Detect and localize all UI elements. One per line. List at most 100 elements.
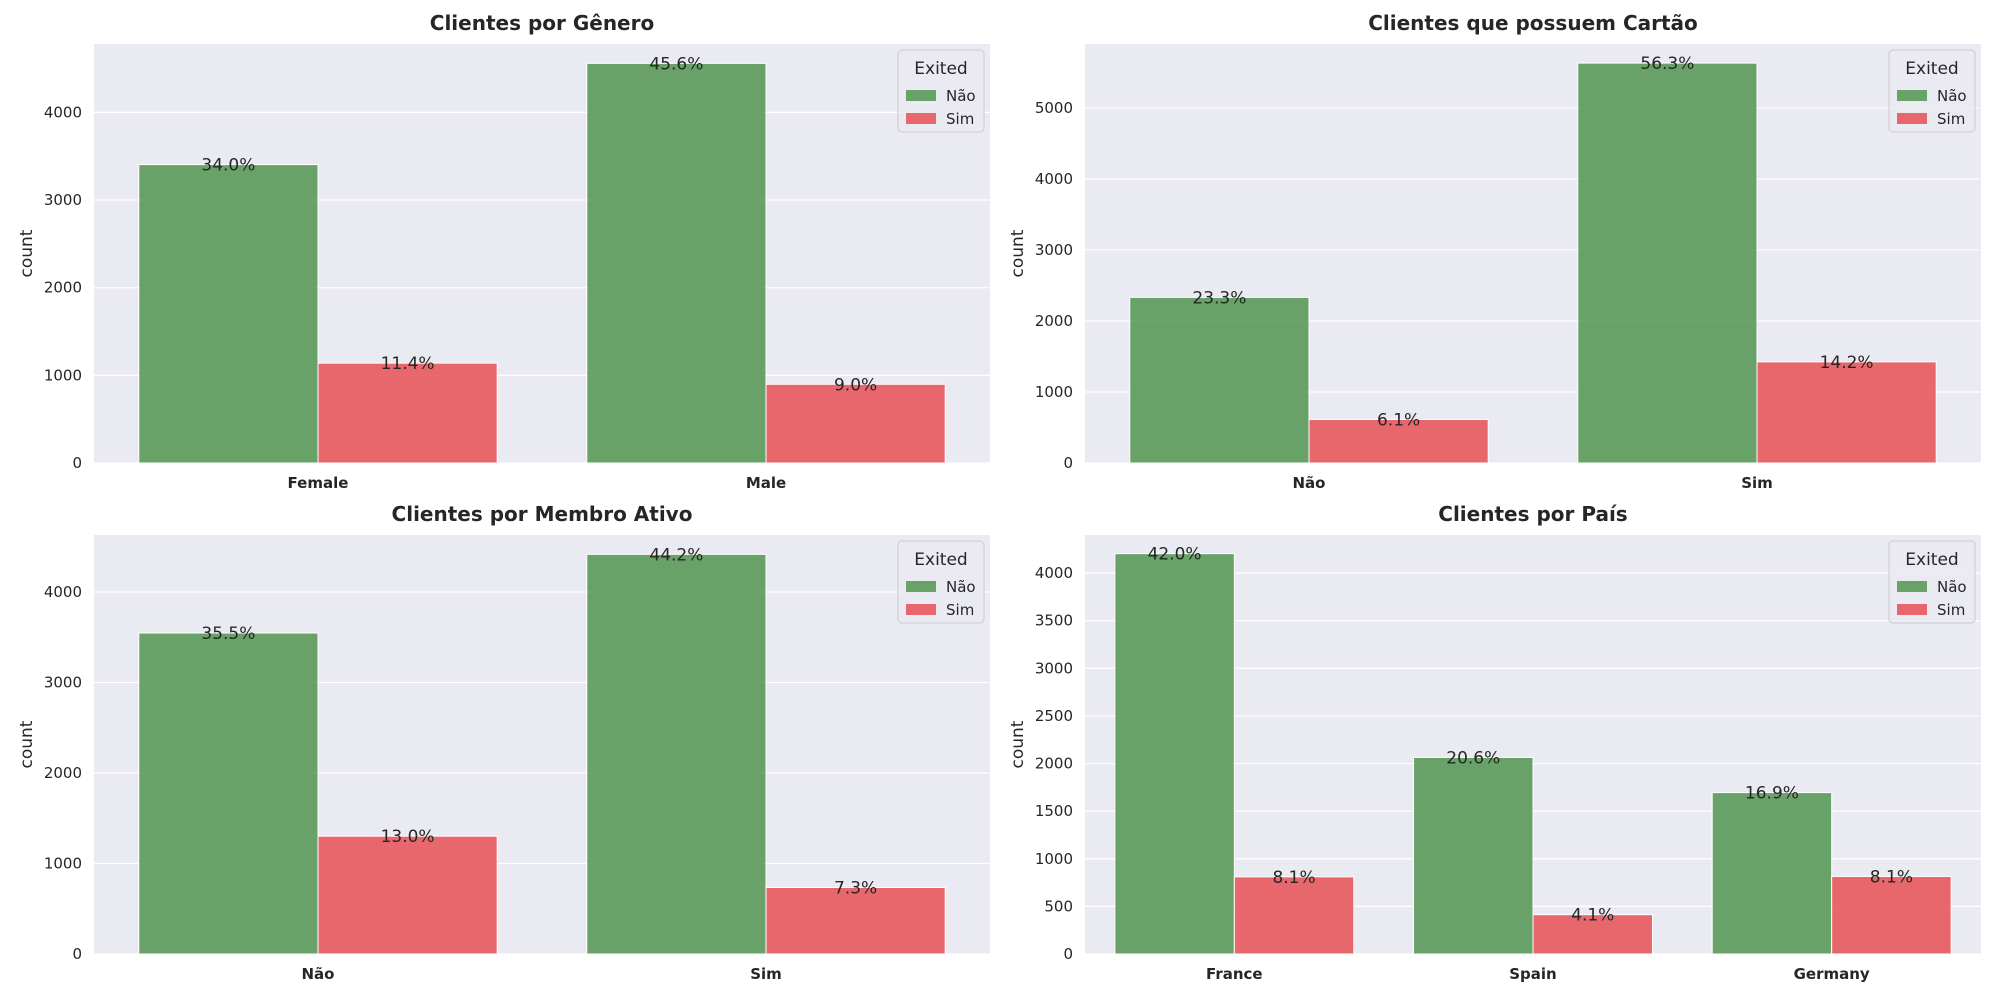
- x-tick-label: Não: [302, 965, 335, 983]
- y-tick-label: 4000: [44, 583, 82, 601]
- y-tick-label: 3000: [1035, 241, 1073, 259]
- legend-box: [1888, 540, 1976, 624]
- y-tick-label: 3000: [44, 191, 82, 209]
- bar-nao-germany: [1711, 792, 1833, 955]
- legend-swatch-sim: [1897, 604, 1927, 615]
- y-tick-label: 2000: [44, 764, 82, 782]
- bar-percent-label: 14.2%: [1820, 353, 1874, 373]
- y-tick-label: 1000: [1035, 383, 1073, 401]
- bar-percent-label: 44.2%: [649, 545, 703, 565]
- bar-nao-n-o: [1129, 296, 1310, 464]
- bar-percent-label: 9.0%: [834, 375, 877, 395]
- bar-percent-label: 13.0%: [381, 827, 435, 847]
- y-tick-label: 2000: [1035, 312, 1073, 330]
- legend-box: [897, 540, 985, 624]
- y-tick-label: 3000: [1035, 659, 1073, 677]
- legend-label-sim: Sim: [946, 110, 974, 128]
- y-tick-label: 1000: [44, 855, 82, 873]
- bar-nao-sim: [1577, 62, 1758, 464]
- bar-nao-france: [1114, 553, 1235, 955]
- legend-title: Exited: [914, 550, 967, 570]
- bar-percent-label: 8.1%: [1272, 868, 1315, 888]
- y-tick-label: 1500: [1035, 802, 1073, 820]
- bar-nao-female: [138, 164, 319, 464]
- x-tick-label: Male: [746, 474, 786, 492]
- x-tick-label: Female: [288, 474, 349, 492]
- bar-percent-label: 7.3%: [834, 878, 877, 898]
- legend: Exited Não Sim: [897, 540, 985, 624]
- legend-swatch-nao: [906, 90, 936, 101]
- legend-swatch-sim: [906, 604, 936, 615]
- y-tick-label: 4000: [44, 103, 82, 121]
- bar-sim-sim: [1756, 361, 1937, 464]
- legend-label-nao: Não: [1937, 87, 1967, 105]
- bar-percent-label: 34.0%: [201, 156, 255, 176]
- y-tick-label: 5000: [1035, 99, 1073, 117]
- bar-nao-sim: [586, 553, 767, 955]
- chart-title: Clientes por Gênero: [430, 11, 654, 35]
- y-axis-label: count: [1008, 720, 1028, 768]
- y-tick-label: 0: [1063, 945, 1073, 963]
- bar-percent-label: 56.3%: [1640, 54, 1694, 74]
- bar-percent-label: 16.9%: [1745, 784, 1799, 804]
- legend-label-sim: Sim: [946, 601, 974, 619]
- legend: Exited Não Sim: [897, 49, 985, 133]
- y-tick-label: 0: [72, 945, 82, 963]
- legend-box: [897, 49, 985, 133]
- chart-title: Clientes que possuem Cartão: [1368, 11, 1698, 35]
- legend: Exited Não Sim: [1888, 49, 1976, 133]
- bar-nao-spain: [1413, 756, 1534, 955]
- y-tick-label: 1000: [44, 366, 82, 384]
- bar-nao-n-o: [138, 632, 319, 955]
- x-tick-label: Spain: [1509, 965, 1556, 983]
- bar-percent-label: 6.1%: [1377, 410, 1420, 430]
- bar-sim-n-o: [1308, 418, 1489, 464]
- legend-box: [1888, 49, 1976, 133]
- legend-title: Exited: [914, 59, 967, 79]
- bar-percent-label: 23.3%: [1192, 288, 1246, 308]
- y-axis-label: count: [1008, 229, 1028, 277]
- y-tick-label: 1000: [1035, 850, 1073, 868]
- bar-nao-male: [586, 62, 767, 464]
- legend-title: Exited: [1905, 59, 1958, 79]
- legend-label-nao: Não: [1937, 578, 1967, 596]
- x-tick-label: France: [1206, 965, 1263, 983]
- bar-sim-male: [765, 383, 946, 464]
- y-tick-label: 2000: [44, 279, 82, 297]
- legend-swatch-nao: [1897, 581, 1927, 592]
- y-tick-label: 4000: [1035, 170, 1073, 188]
- y-tick-label: 3500: [1035, 612, 1073, 630]
- chart-3: 0 1000 2000 3000 4000 count Clientes por Membr…: [17, 502, 990, 983]
- bar-sim-sim: [765, 886, 946, 955]
- legend-swatch-sim: [906, 113, 936, 124]
- chart-title: Clientes por País: [1438, 502, 1627, 526]
- bar-sim-france: [1233, 876, 1355, 955]
- chart-1: 0 1000 2000 3000 4000 count Clientes por Gêner…: [17, 11, 990, 492]
- x-tick-label: Não: [1293, 474, 1326, 492]
- y-tick-label: 500: [1044, 897, 1073, 915]
- bar-sim-germany: [1831, 875, 1952, 955]
- bar-percent-label: 42.0%: [1148, 545, 1202, 565]
- y-tick-label: 4000: [1035, 564, 1073, 582]
- legend-label-sim: Sim: [1937, 110, 1965, 128]
- legend-swatch-nao: [906, 581, 936, 592]
- y-tick-label: 0: [72, 454, 82, 472]
- bar-sim-female: [317, 362, 498, 464]
- y-axis-label: count: [17, 229, 37, 277]
- y-tick-label: 3000: [44, 674, 82, 692]
- legend-swatch-nao: [1897, 90, 1927, 101]
- legend-swatch-sim: [1897, 113, 1927, 124]
- bar-percent-label: 4.1%: [1571, 906, 1614, 926]
- x-tick-label: Germany: [1794, 965, 1870, 983]
- bar-percent-label: 45.6%: [649, 54, 703, 74]
- bar-percent-label: 11.4%: [381, 354, 435, 374]
- chart-2: 0 1000 2000 3000 4000 5000 count Clientes que p…: [1008, 11, 1981, 492]
- bar-sim-n-o: [317, 835, 498, 955]
- bar-sim-spain: [1532, 914, 1653, 955]
- x-tick-label: Sim: [1741, 474, 1773, 492]
- legend: Exited Não Sim: [1888, 540, 1976, 624]
- bar-percent-label: 35.5%: [201, 624, 255, 644]
- bar-percent-label: 8.1%: [1870, 867, 1913, 887]
- legend-title: Exited: [1905, 550, 1958, 570]
